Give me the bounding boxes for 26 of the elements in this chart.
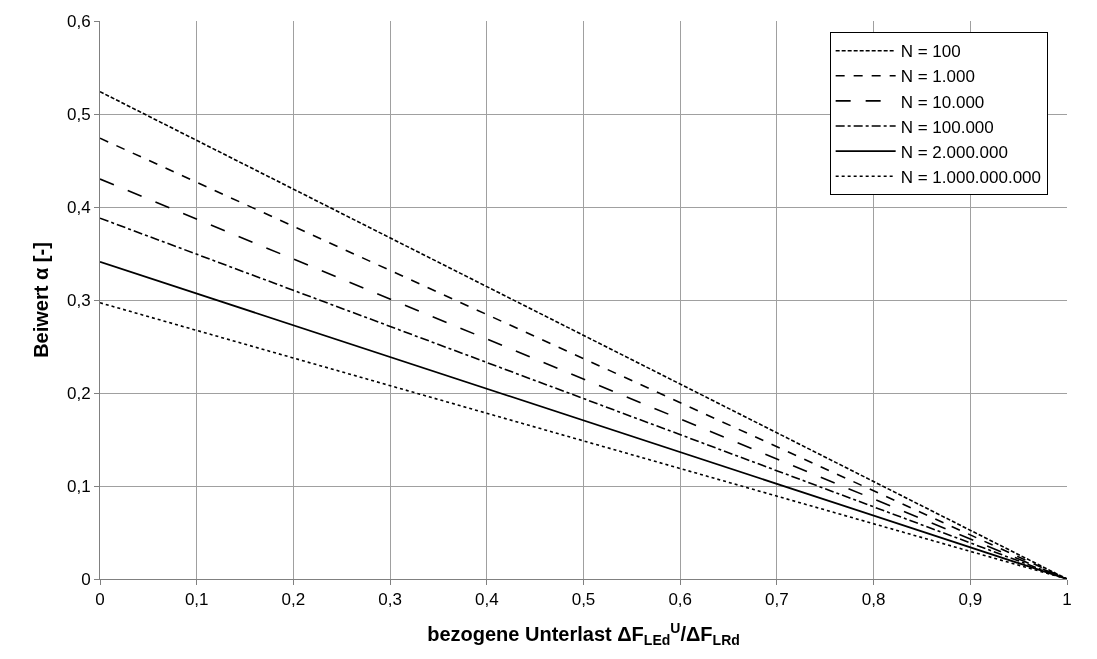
x-axis-title: bezogene Unterlast ΔF$_{LEd}$$^{U}$/ΔF$_{LRd}$ (427, 619, 740, 649)
legend-label: N = 1.000.000.000 (900, 167, 1042, 187)
x-tick-label: 0,2 (281, 590, 306, 610)
y-tick-label: 0,4 (66, 197, 91, 217)
legend-label: N = 100 (900, 42, 961, 62)
x-tick-label: 0,9 (958, 590, 983, 610)
y-tick-label: 0,6 (66, 11, 91, 31)
y-tick-label: 0,5 (66, 104, 91, 124)
x-tick-label: 0,7 (765, 590, 789, 610)
x-tick-label: 0,3 (378, 590, 402, 610)
legend-label: N = 2.000.000 (900, 142, 1008, 162)
y-axis-title: Beiwert α [-] (30, 242, 53, 358)
x-tick-label: 0,8 (861, 590, 886, 610)
x-tick-label: 0,6 (668, 590, 693, 610)
y-tick-label: 0,3 (66, 290, 91, 310)
legend-label: N = 100.000 (900, 117, 994, 137)
y-tick-label: 0 (81, 569, 91, 589)
x-tick-label: 0 (95, 590, 105, 610)
x-tick-label: 1 (1062, 590, 1072, 610)
y-tick-label: 0,2 (66, 383, 91, 403)
x-tick-label: 0,5 (571, 590, 596, 610)
y-tick-label: 0,1 (66, 476, 91, 496)
x-tick-label: 0,1 (184, 590, 209, 610)
legend-label: N = 10.000 (900, 92, 985, 112)
x-tick-label: 0,4 (474, 590, 499, 610)
legend-label: N = 1.000 (900, 67, 975, 87)
